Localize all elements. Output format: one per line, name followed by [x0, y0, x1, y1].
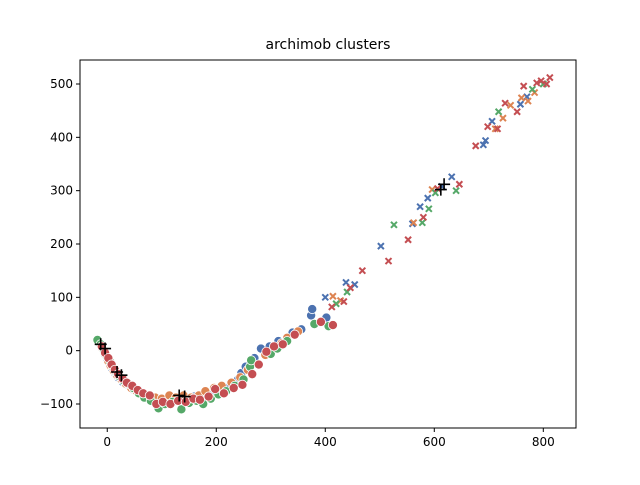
y-tick-label: 400 — [50, 130, 73, 144]
point — [228, 382, 239, 393]
centroid-marker — [115, 369, 128, 382]
point — [246, 355, 257, 366]
point — [479, 141, 488, 149]
y-tick-label: −100 — [40, 397, 73, 411]
point — [524, 97, 532, 105]
point — [327, 320, 338, 331]
series-8-plus-centroid — [94, 178, 451, 403]
point — [542, 80, 551, 88]
plot-area — [80, 60, 576, 428]
centroid-marker — [178, 390, 191, 403]
point — [144, 390, 155, 401]
point — [210, 384, 221, 395]
points-layer — [92, 73, 554, 415]
chart-title: archimob clusters — [266, 37, 391, 53]
point — [419, 213, 428, 222]
point — [501, 99, 509, 107]
point — [425, 205, 433, 213]
y-tick-label: 200 — [50, 237, 73, 251]
x-tick-label: 0 — [103, 435, 111, 449]
point — [481, 136, 490, 145]
point — [176, 404, 187, 415]
point — [455, 180, 464, 188]
y-tick-label: 100 — [50, 290, 73, 304]
point — [404, 236, 412, 244]
point — [247, 369, 258, 380]
point — [506, 101, 515, 110]
centroid-marker — [438, 178, 451, 191]
x-tick-label: 800 — [532, 435, 555, 449]
point — [328, 303, 336, 311]
point — [307, 304, 318, 315]
y-tick-label: 300 — [50, 184, 73, 198]
point — [452, 186, 460, 195]
point — [377, 242, 385, 250]
y-tick-label: 500 — [50, 77, 73, 91]
point — [494, 108, 503, 116]
x-tick-label: 200 — [205, 435, 228, 449]
point — [537, 77, 545, 85]
point — [289, 329, 300, 340]
point — [448, 173, 456, 181]
point — [253, 359, 264, 370]
point — [346, 284, 355, 292]
point — [416, 202, 424, 211]
point — [358, 266, 367, 275]
point — [194, 394, 205, 405]
x-tick-label: 600 — [423, 435, 446, 449]
point — [513, 108, 521, 116]
point — [519, 82, 528, 90]
point — [418, 218, 427, 227]
point — [390, 221, 398, 229]
centroid-marker — [173, 389, 186, 402]
point — [315, 316, 326, 327]
point — [277, 339, 288, 350]
series-7-x-red — [328, 73, 554, 311]
series-5-x-orange — [329, 88, 539, 305]
point — [533, 79, 541, 87]
point — [321, 293, 329, 302]
axes-layer: 0 200 400 600 800 −100 0 100 200 300 400 500 — [40, 59, 577, 449]
point — [329, 292, 337, 300]
point — [491, 125, 500, 133]
x-tick-label: 400 — [314, 435, 337, 449]
point — [340, 297, 348, 306]
series-6-x-green — [332, 80, 548, 308]
point — [424, 194, 432, 202]
point — [472, 142, 480, 150]
point — [218, 388, 229, 399]
point — [261, 346, 272, 357]
plot-background — [80, 60, 576, 428]
point — [433, 184, 442, 193]
point — [384, 257, 393, 265]
point — [493, 125, 502, 133]
point — [203, 391, 214, 402]
point — [269, 341, 280, 352]
point — [528, 85, 537, 94]
point — [237, 379, 248, 390]
point — [483, 122, 492, 131]
point — [546, 73, 554, 82]
centroid-marker — [99, 342, 112, 355]
y-tick-label: 0 — [65, 344, 73, 358]
point — [499, 114, 507, 122]
point — [431, 189, 440, 197]
point — [517, 94, 526, 102]
point — [409, 218, 418, 227]
point — [516, 100, 525, 108]
